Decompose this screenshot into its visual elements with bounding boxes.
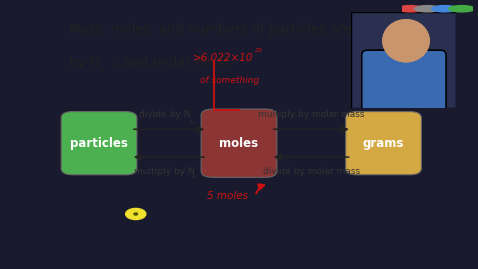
Circle shape [449, 6, 475, 12]
Circle shape [383, 20, 429, 62]
Circle shape [126, 208, 146, 220]
FancyBboxPatch shape [362, 50, 446, 112]
Circle shape [134, 213, 138, 215]
Text: A: A [189, 120, 193, 125]
Text: A: A [113, 62, 119, 71]
Text: grams: grams [363, 137, 404, 150]
Text: multiply by N: multiply by N [134, 167, 195, 176]
Circle shape [414, 6, 440, 12]
Text: Mass, moles, and numbers of particles are connected: Mass, moles, and numbers of particles ar… [69, 23, 426, 36]
Text: divide by molar mass: divide by molar mass [263, 167, 360, 176]
Text: by N: by N [69, 56, 99, 69]
Text: moles: moles [219, 137, 259, 150]
FancyBboxPatch shape [351, 12, 456, 108]
Text: of something: of something [200, 76, 259, 84]
Text: multiply by molar mass: multiply by molar mass [258, 110, 365, 119]
Text: particles: particles [70, 137, 128, 150]
FancyBboxPatch shape [61, 112, 137, 175]
Text: and molar mass: and molar mass [119, 56, 230, 69]
Text: 23: 23 [255, 48, 263, 53]
Text: divide by N: divide by N [139, 110, 190, 119]
Circle shape [397, 6, 423, 12]
Text: 5 moles: 5 moles [207, 191, 248, 201]
FancyBboxPatch shape [201, 109, 277, 177]
FancyBboxPatch shape [346, 112, 422, 175]
Text: A: A [192, 174, 196, 179]
Circle shape [432, 6, 457, 12]
Text: >6.022×10: >6.022×10 [193, 53, 254, 63]
